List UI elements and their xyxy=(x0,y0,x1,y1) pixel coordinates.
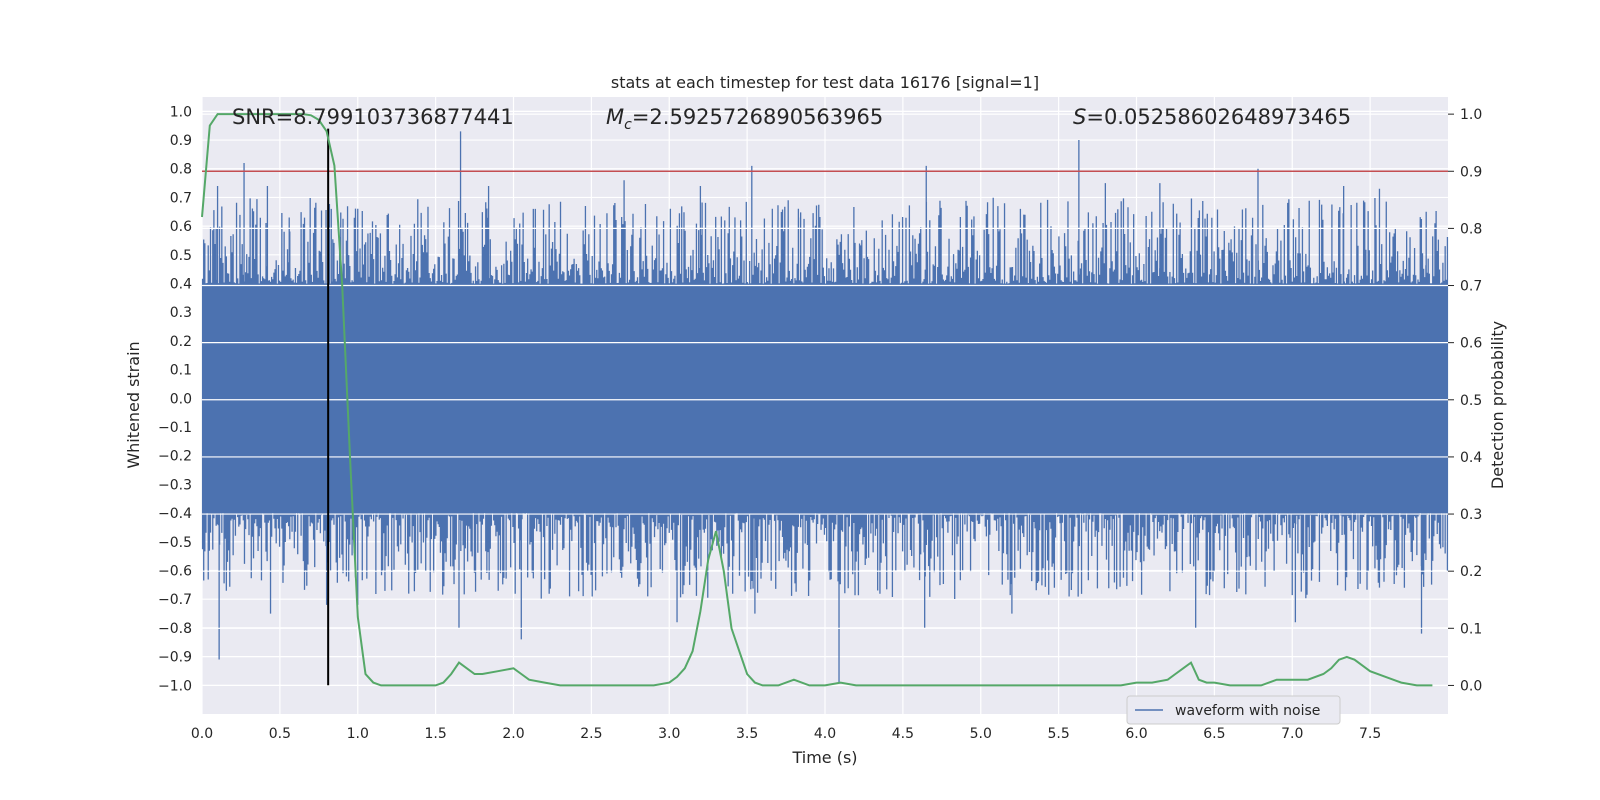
y-right-tick-label: 0.1 xyxy=(1460,621,1482,637)
y-left-tick-label: 0.5 xyxy=(170,248,192,264)
x-tick-label: 7.0 xyxy=(1281,726,1303,742)
x-axis-label: Time (s) xyxy=(791,748,857,767)
x-tick-label: 3.5 xyxy=(736,726,758,742)
legend-label: waveform with noise xyxy=(1175,703,1320,719)
y-left-tick-label: 0.3 xyxy=(170,305,192,321)
y-left-tick-label: 0.8 xyxy=(170,162,192,178)
y-left-tick-label: 0.4 xyxy=(170,277,192,293)
chirp-mass-annotation: Mc=2.5925726890563965 xyxy=(606,105,883,133)
y-right-tick-label: 0.3 xyxy=(1460,507,1482,523)
y-right-tick-label: 0.0 xyxy=(1460,678,1482,694)
x-tick-label: 0.5 xyxy=(269,726,291,742)
y-left-tick-label: −0.5 xyxy=(158,535,192,551)
s-annotation: S=0.05258602648973465 xyxy=(1073,105,1351,129)
x-tick-label: 5.0 xyxy=(970,726,992,742)
y-right-tick-label: 0.4 xyxy=(1460,450,1482,466)
chart-title: stats at each timestep for test data 161… xyxy=(611,73,1039,92)
y-left-tick-label: −0.4 xyxy=(158,506,192,522)
y-left-tick-label: −0.9 xyxy=(158,650,192,666)
x-tick-label: 7.5 xyxy=(1359,726,1381,742)
y-left-tick-label: 0.0 xyxy=(170,391,192,407)
x-tick-label: 0.0 xyxy=(191,726,213,742)
x-tick-label: 4.5 xyxy=(892,726,914,742)
x-tick-label: 6.0 xyxy=(1125,726,1147,742)
y-right-axis-label: Detection probability xyxy=(1488,321,1507,489)
x-tick-label: 6.5 xyxy=(1203,726,1225,742)
y-left-tick-label: 0.9 xyxy=(170,133,192,149)
x-tick-label: 1.5 xyxy=(424,726,446,742)
x-tick-label: 1.0 xyxy=(347,726,369,742)
snr-annotation: SNR=8.799103736877441 xyxy=(232,105,514,129)
y-left-tick-label: −0.1 xyxy=(158,420,192,436)
y-right-tick-label: 0.8 xyxy=(1460,221,1482,237)
y-left-tick-label: 0.1 xyxy=(170,363,192,379)
y-right-axis-ticks: 1.0 0.9 0.8 0.7 0.6 0.5 0.4 0.3 0.2 0.1 0.0 xyxy=(1448,107,1482,694)
legend-box xyxy=(1126,695,1341,725)
y-right-tick-label: 0.5 xyxy=(1460,393,1482,409)
y-left-tick-label: 0.6 xyxy=(170,219,192,235)
x-tick-label: 4.0 xyxy=(814,726,836,742)
y-right-tick-label: 0.9 xyxy=(1460,164,1482,180)
y-left-tick-label: −0.7 xyxy=(158,592,192,608)
y-left-tick-label: −0.2 xyxy=(158,449,192,465)
y-right-tick-label: 0.6 xyxy=(1460,336,1482,352)
y-left-tick-label: 0.2 xyxy=(170,334,192,350)
y-left-axis-ticks: 1.0 0.9 0.8 0.7 0.6 0.5 0.4 0.3 0.2 0.1 0.0 −0.1 −0.… xyxy=(158,104,192,694)
y-left-tick-label: −0.6 xyxy=(158,564,192,580)
y-left-axis-label: Whitened strain xyxy=(124,341,143,468)
y-right-tick-label: 1.0 xyxy=(1460,107,1482,123)
y-left-tick-label: 0.7 xyxy=(170,190,192,206)
y-left-tick-label: −0.3 xyxy=(158,477,192,493)
x-tick-label: 3.0 xyxy=(658,726,680,742)
waveform-core xyxy=(202,283,1448,514)
x-tick-label: 2.5 xyxy=(580,726,602,742)
y-left-tick-label: 1.0 xyxy=(170,104,192,120)
waveform-series xyxy=(201,131,1449,683)
probability-line xyxy=(201,113,1433,687)
overlay-lines xyxy=(201,113,1448,687)
y-left-tick-label: −0.8 xyxy=(158,621,192,637)
y-left-tick-label: −1.0 xyxy=(158,678,192,694)
x-tick-label: 2.0 xyxy=(502,726,524,742)
y-right-tick-label: 0.7 xyxy=(1460,279,1482,295)
x-tick-label: 5.5 xyxy=(1047,726,1069,742)
x-axis-ticks: 0.0 0.5 1.0 1.5 2.0 2.5 3.0 3.5 4.0 4.5 5.0 5.5 6.0 6… xyxy=(191,726,1381,742)
legend: waveform with noise xyxy=(1126,695,1341,725)
y-right-tick-label: 0.2 xyxy=(1460,564,1482,580)
